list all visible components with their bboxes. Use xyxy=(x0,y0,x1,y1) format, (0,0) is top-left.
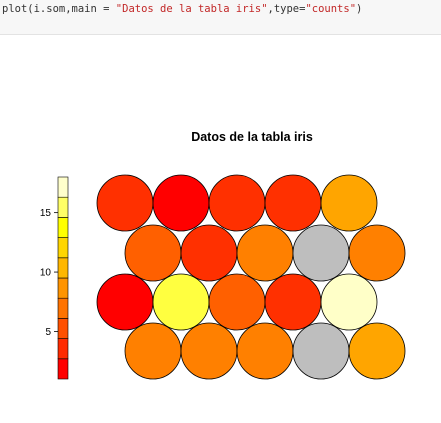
colorbar-segment xyxy=(57,338,69,360)
som-cell xyxy=(180,322,238,380)
colorbar-segment xyxy=(57,277,69,299)
colorbar-segment xyxy=(57,196,69,218)
som-cell xyxy=(96,174,154,232)
code-main-string: "Datos de la tabla iris" xyxy=(115,3,268,15)
code-suffix: ) xyxy=(356,3,363,15)
som-cell xyxy=(292,224,350,282)
code-prefix: plot(i.som,main = xyxy=(2,3,116,15)
som-plot: Datos de la tabla iris 5 10 15 xyxy=(0,34,441,418)
som-cell xyxy=(348,322,406,380)
colorbar-legend: 5 10 15 xyxy=(40,176,69,380)
som-plot-svg: Datos de la tabla iris 5 10 15 xyxy=(40,130,406,380)
som-cell xyxy=(152,273,210,331)
som-cell xyxy=(320,273,378,331)
colorbar-tick-label: 15 xyxy=(40,208,52,219)
colorbar-segment xyxy=(57,176,69,198)
code-type-string: "counts" xyxy=(305,3,357,15)
som-cell xyxy=(264,273,322,331)
som-cell xyxy=(180,224,238,282)
som-cells xyxy=(96,174,406,380)
som-cell xyxy=(320,174,378,232)
colorbar-tick-label: 10 xyxy=(40,268,52,279)
som-cell xyxy=(236,224,294,282)
colorbar-segment xyxy=(57,237,69,259)
plot-title: Datos de la tabla iris xyxy=(191,130,313,144)
som-cell xyxy=(152,174,210,232)
som-cell xyxy=(348,224,406,282)
som-cell xyxy=(208,273,266,331)
som-cell xyxy=(208,174,266,232)
code-cell[interactable]: plot(i.som,main = "Datos de la tabla iri… xyxy=(0,0,441,35)
colorbar-segment xyxy=(57,257,69,279)
colorbar-tick-label: 5 xyxy=(45,327,51,338)
som-cell xyxy=(124,322,182,380)
colorbar-segment xyxy=(57,358,69,380)
som-cell xyxy=(236,322,294,380)
colorbar-segment xyxy=(57,217,69,238)
colorbar-segment xyxy=(57,297,69,319)
colorbar-segment xyxy=(57,318,69,339)
som-cell xyxy=(124,224,182,282)
code-line: plot(i.som,main = "Datos de la tabla iri… xyxy=(2,3,362,15)
som-cell xyxy=(292,322,350,380)
som-cell xyxy=(264,174,322,232)
code-middle: ,type= xyxy=(267,3,306,15)
som-cell xyxy=(96,273,154,331)
